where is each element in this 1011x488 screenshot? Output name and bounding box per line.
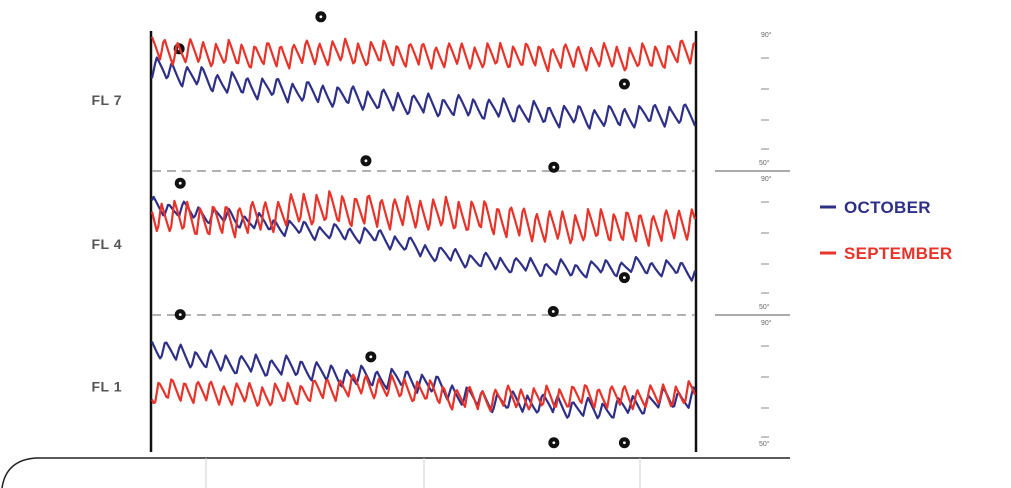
series-line-october bbox=[150, 56, 697, 130]
marker-point-center bbox=[623, 276, 626, 279]
floor-label: FL 1 bbox=[91, 379, 122, 395]
series-line-september bbox=[150, 190, 697, 247]
panel-fl-4: FL 4 90° 50° bbox=[91, 155, 772, 311]
marker-point-center bbox=[551, 310, 555, 313]
marker-point-center bbox=[552, 165, 556, 169]
marker-point-center bbox=[552, 441, 556, 445]
series-line-september bbox=[150, 36, 696, 73]
scale-label-bottom: 50° bbox=[759, 303, 770, 311]
scale-label-top: 90° bbox=[761, 319, 772, 327]
floor-label: FL 4 bbox=[91, 236, 122, 252]
legend: OCTOBER SEPTEMBER bbox=[820, 198, 953, 263]
scale-label-bottom: 50° bbox=[759, 440, 770, 448]
scale-label-bottom: 50° bbox=[759, 159, 770, 167]
scale-label-top: 90° bbox=[761, 175, 772, 183]
series-line-october bbox=[150, 341, 696, 420]
marker-point-center bbox=[623, 82, 626, 86]
floor-plan-outline bbox=[1, 457, 790, 488]
marker-point-center bbox=[178, 181, 182, 185]
floor-label: FL 7 bbox=[91, 92, 122, 108]
panel-fl-1: FL 1 90° 50° bbox=[91, 306, 772, 449]
scale-label-top: 90° bbox=[761, 31, 772, 39]
legend-label-october: OCTOBER bbox=[844, 198, 931, 217]
series-line-september bbox=[151, 373, 697, 413]
marker-point-center bbox=[364, 159, 368, 163]
panel-fl-7: FL 7 90° 50° bbox=[91, 11, 772, 173]
marker-point-center bbox=[623, 441, 626, 445]
marker-point-center bbox=[369, 355, 373, 359]
legend-label-september: SEPTEMBER bbox=[844, 244, 953, 263]
marker-point-center bbox=[178, 313, 182, 317]
marker-point-center bbox=[319, 15, 323, 19]
